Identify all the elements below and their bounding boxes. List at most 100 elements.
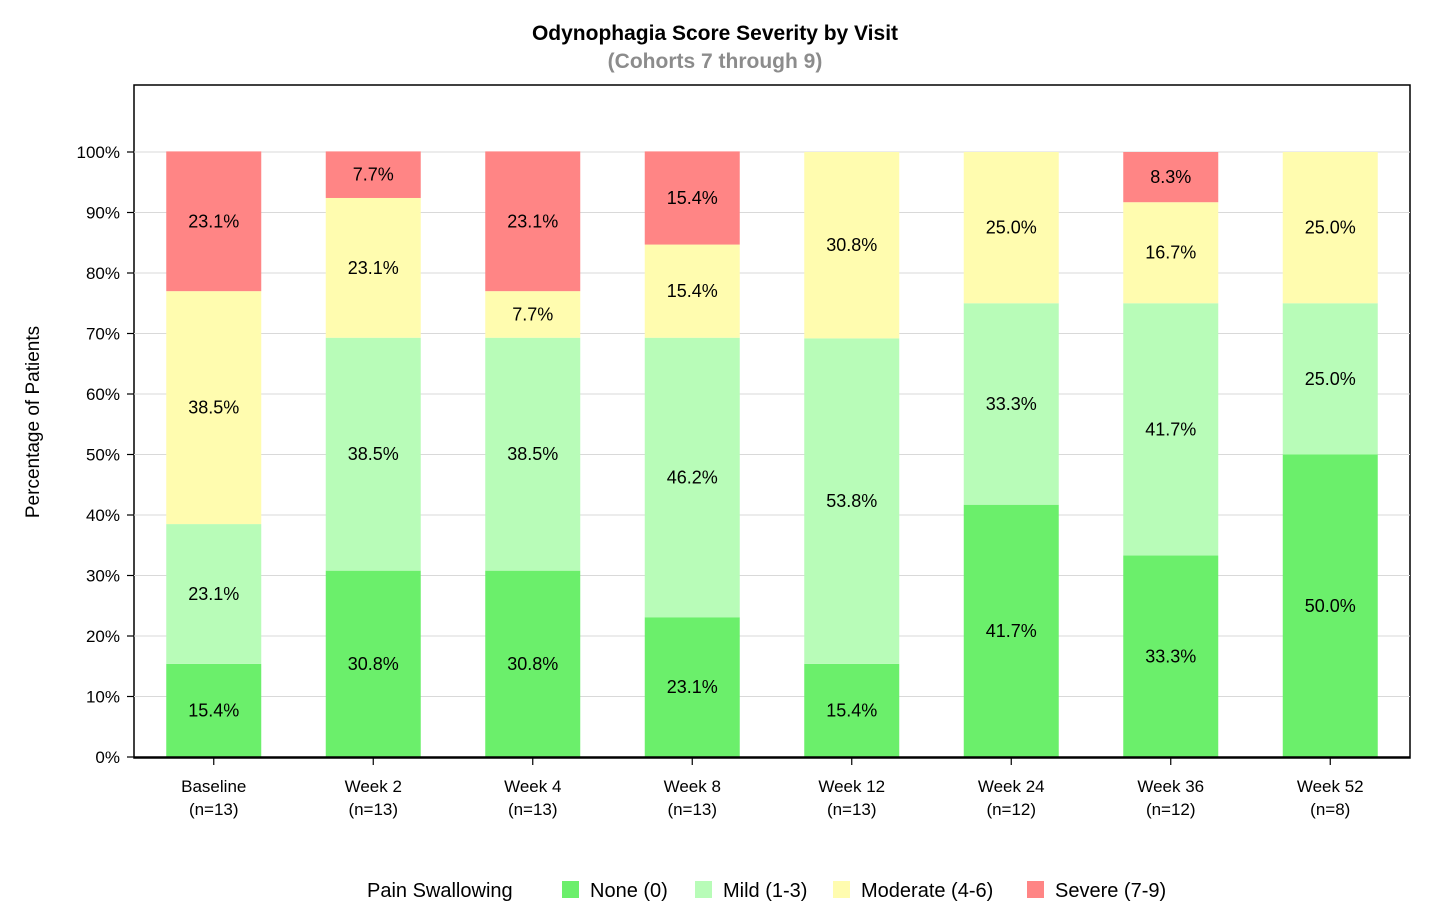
legend-entry: Moderate (4-6) [861, 880, 993, 902]
legend-entry: None (0) [590, 880, 668, 902]
data-label: 30.8% [507, 654, 558, 674]
bar-segment [485, 570, 581, 757]
bars [166, 151, 1378, 757]
y-tick-label: 0% [95, 748, 120, 767]
chart-subtitle: (Cohorts 7 through 9) [608, 50, 823, 73]
bar-segment [1282, 303, 1378, 455]
x-tick-sample-size: (n=12) [986, 800, 1036, 819]
bar-segment [644, 337, 740, 618]
bar-segment [166, 663, 262, 757]
data-label: 53.8% [826, 491, 877, 511]
x-tick-label: Week 24 [978, 777, 1045, 796]
data-label: 23.1% [348, 258, 399, 278]
legend-swatch [562, 881, 579, 898]
x-tick-sample-size: (n=13) [827, 800, 877, 819]
segment-labels: 15.4% 23.1% 38.5% 23.1% 30.8% 38.5% 23.1% 7.7% 3… [188, 165, 1356, 721]
data-label: 30.8% [826, 235, 877, 255]
data-label: 38.5% [348, 444, 399, 464]
x-tick-label: Week 52 [1297, 777, 1364, 796]
bar-segment [804, 663, 900, 757]
x-tick-sample-size: (n=8) [1310, 800, 1350, 819]
data-label: 16.7% [1145, 243, 1196, 263]
bar-segment [485, 151, 581, 292]
y-tick-label: 70% [86, 325, 120, 344]
data-label: 38.5% [188, 398, 239, 418]
data-label: 23.1% [667, 677, 718, 697]
bar-segment [644, 151, 740, 245]
bar-segment [325, 151, 421, 198]
bar-segment [644, 617, 740, 757]
y-tick-label: 10% [86, 688, 120, 707]
x-tick-sample-size: (n=13) [667, 800, 717, 819]
x-tick-sample-size: (n=13) [189, 800, 239, 819]
bar-segment [963, 152, 1059, 304]
bar-segment [1123, 303, 1219, 556]
data-label: 33.3% [986, 394, 1037, 414]
data-label: 25.0% [1305, 369, 1356, 389]
y-tick-label: 80% [86, 264, 120, 283]
x-tick-label: Week 4 [504, 777, 561, 796]
data-label: 7.7% [512, 304, 553, 324]
legend-title: Pain Swallowing [367, 880, 513, 902]
data-label: 30.8% [348, 654, 399, 674]
bar-segment [1282, 152, 1378, 304]
bar-segment [325, 337, 421, 571]
chart-title: Odynophagia Score Severity by Visit [532, 22, 898, 45]
y-tick-label: 90% [86, 204, 120, 223]
data-label: 15.4% [667, 281, 718, 301]
data-label: 23.1% [507, 211, 558, 231]
legend-swatch [833, 881, 850, 898]
data-label: 25.0% [986, 218, 1037, 238]
bar-segment [325, 570, 421, 757]
x-axis: Baseline (n=13) Week 2 (n=13) Week 4 (n=13) We… [134, 756, 1410, 819]
data-label: 38.5% [507, 444, 558, 464]
data-label: 8.3% [1150, 167, 1191, 187]
bar-segment [644, 244, 740, 338]
legend-swatch [695, 881, 712, 898]
legend-entry: Mild (1-3) [723, 880, 807, 902]
y-axis: 0% 10% 20% 30% 40% 50% 60% 70% 80% 90% 100% [77, 143, 134, 767]
x-tick-label: Week 12 [818, 777, 885, 796]
data-label: 41.7% [986, 621, 1037, 641]
bar-segment [963, 504, 1059, 757]
plot-frame [133, 84, 1411, 759]
y-tick-label: 30% [86, 567, 120, 586]
bar-segment [804, 338, 900, 664]
x-tick-sample-size: (n=13) [348, 800, 398, 819]
data-label: 15.4% [188, 700, 239, 720]
data-label: 15.4% [667, 188, 718, 208]
bar-segment [485, 337, 581, 571]
bar-segment [166, 291, 262, 525]
bar-segment [166, 524, 262, 664]
bar-segment [1282, 454, 1378, 757]
bar-segment [325, 197, 421, 338]
x-tick-sample-size: (n=13) [508, 800, 558, 819]
y-tick-label: 100% [77, 143, 120, 162]
data-label: 33.3% [1145, 646, 1196, 666]
data-label: 15.4% [826, 700, 877, 720]
legend: Pain Swallowing None (0) Mild (1-3) Modera… [367, 880, 1166, 902]
x-tick-label: Baseline [181, 777, 246, 796]
y-tick-label: 60% [86, 385, 120, 404]
data-label: 23.1% [188, 211, 239, 231]
data-label: 46.2% [667, 467, 718, 487]
x-tick-label: Week 2 [345, 777, 402, 796]
x-tick-sample-size: (n=12) [1146, 800, 1196, 819]
bar-segment [1123, 202, 1219, 304]
y-tick-label: 20% [86, 627, 120, 646]
data-label: 50.0% [1305, 596, 1356, 616]
bar-segment [1123, 152, 1219, 203]
data-label: 41.7% [1145, 419, 1196, 439]
data-label: 23.1% [188, 584, 239, 604]
y-tick-label: 40% [86, 506, 120, 525]
y-tick-label: 50% [86, 446, 120, 465]
bar-segment [485, 291, 581, 338]
bar-segment [963, 303, 1059, 505]
bar-segment [804, 152, 900, 339]
legend-entry: Severe (7-9) [1055, 880, 1166, 902]
x-tick-label: Week 36 [1137, 777, 1204, 796]
data-label: 25.0% [1305, 218, 1356, 238]
bar-segment [1123, 555, 1219, 757]
y-axis-label: Percentage of Patients [23, 326, 44, 518]
